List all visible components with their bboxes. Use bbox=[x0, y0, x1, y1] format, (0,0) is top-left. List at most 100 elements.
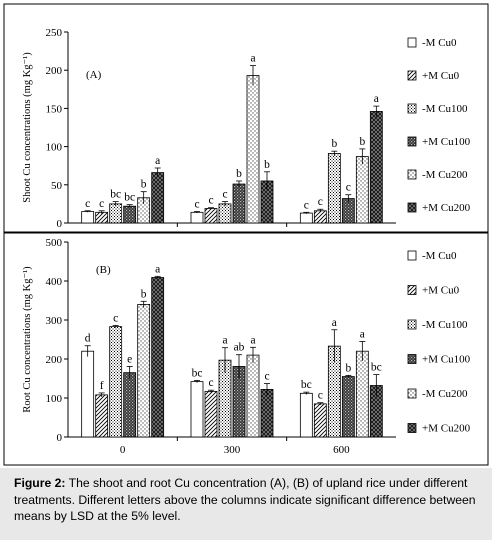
x-tick-label: 300 bbox=[224, 444, 241, 456]
legend-label: +M Cu100 bbox=[422, 136, 471, 148]
bar bbox=[190, 381, 204, 438]
bar bbox=[246, 354, 260, 438]
significance-letter: bc bbox=[110, 189, 121, 201]
bar bbox=[81, 211, 95, 224]
bar bbox=[123, 205, 137, 224]
significance-letter: b bbox=[359, 136, 365, 148]
bar bbox=[313, 403, 327, 438]
panel-label: (B) bbox=[96, 264, 111, 276]
significance-letter: d bbox=[85, 333, 91, 345]
significance-letter: c bbox=[99, 198, 104, 210]
legend-swatch bbox=[407, 103, 417, 114]
significance-letter: c bbox=[318, 196, 323, 208]
significance-letter: bc bbox=[124, 192, 135, 204]
chart-panel-b: 0 100 200 300 400 500 Root Cu concentrations (… bbox=[3, 232, 489, 466]
legend-label: +M Cu200 bbox=[422, 423, 471, 435]
bar bbox=[299, 212, 313, 224]
significance-letter: b bbox=[345, 362, 351, 374]
significance-letter: b bbox=[264, 159, 270, 171]
legend-swatch bbox=[407, 136, 417, 147]
significance-letter: a bbox=[374, 93, 379, 105]
legend-swatch bbox=[407, 285, 417, 295]
legend-swatch bbox=[407, 354, 417, 364]
caption-label: Figure 2: bbox=[14, 476, 66, 490]
y-axis-label: Root Cu concentrations (mg Kg⁻¹) bbox=[22, 266, 33, 413]
legend-swatch bbox=[407, 250, 417, 261]
x-tick-label: 600 bbox=[333, 444, 350, 456]
bar bbox=[369, 111, 383, 224]
significance-letter: b bbox=[141, 179, 147, 191]
legend-swatch bbox=[407, 202, 417, 213]
y-tick-label: 200 bbox=[46, 354, 63, 366]
bar bbox=[151, 277, 165, 438]
legend-label: -M Cu100 bbox=[422, 103, 468, 115]
significance-letter: b bbox=[141, 288, 147, 300]
legend-swatch bbox=[407, 37, 417, 48]
significance-letter: b bbox=[236, 168, 242, 180]
bar bbox=[260, 389, 274, 438]
legend-label: -M Cu0 bbox=[422, 37, 457, 49]
bar bbox=[137, 303, 151, 438]
bar bbox=[190, 211, 204, 224]
bar bbox=[218, 203, 232, 224]
significance-letter: ab bbox=[234, 342, 245, 354]
bar bbox=[204, 390, 218, 438]
legend-label: -M Cu200 bbox=[422, 388, 468, 400]
y-tick-label: 100 bbox=[46, 393, 63, 405]
significance-letter: a bbox=[155, 263, 160, 275]
legend-label: +M Cu200 bbox=[422, 202, 471, 214]
y-tick-label: 200 bbox=[46, 65, 63, 77]
significance-letter: a bbox=[360, 328, 365, 340]
bar bbox=[109, 326, 123, 438]
panel-label: (A) bbox=[86, 69, 102, 81]
caption-text: The shoot and root Cu concentration (A),… bbox=[14, 476, 476, 523]
significance-letter: c bbox=[85, 198, 90, 210]
significance-letter: a bbox=[250, 53, 255, 65]
bar bbox=[151, 172, 165, 224]
significance-letter: a bbox=[222, 335, 227, 347]
bar bbox=[355, 350, 369, 438]
bar bbox=[299, 392, 313, 438]
significance-letter: c bbox=[208, 195, 213, 207]
y-axis-label: Shoot Cu concentrations (mg Kg⁻¹) bbox=[22, 52, 33, 203]
legend-label: -M Cu100 bbox=[422, 319, 468, 331]
significance-letter: c bbox=[318, 390, 323, 402]
legend-swatch bbox=[407, 423, 417, 433]
legend-label: +M Cu0 bbox=[422, 285, 460, 297]
significance-letter: e bbox=[127, 353, 132, 365]
significance-letter: c bbox=[208, 377, 213, 389]
y-tick-label: 0 bbox=[57, 218, 63, 230]
legend-swatch bbox=[407, 169, 417, 180]
legend-label: +M Cu100 bbox=[422, 354, 471, 366]
figure-caption: Figure 2: The shoot and root Cu concentr… bbox=[0, 468, 492, 540]
legend-label: -M Cu0 bbox=[422, 250, 457, 262]
significance-letter: bc bbox=[371, 362, 382, 374]
bar bbox=[95, 211, 109, 224]
significance-letter: c bbox=[304, 199, 309, 211]
significance-letter: c bbox=[194, 199, 199, 211]
legend-swatch bbox=[407, 388, 417, 399]
legend-swatch bbox=[407, 319, 417, 330]
panel-frame bbox=[3, 232, 489, 466]
chart-panel-a: 0 50 100 150 200 250 Shoot Cu concentrations (… bbox=[3, 3, 489, 233]
significance-letter: bc bbox=[192, 367, 203, 379]
y-tick-label: 50 bbox=[51, 180, 63, 192]
significance-letter: c bbox=[264, 371, 269, 383]
bar bbox=[204, 208, 218, 224]
significance-letter: c bbox=[222, 189, 227, 201]
bar bbox=[95, 394, 109, 438]
panel-frame bbox=[3, 3, 489, 233]
bar bbox=[313, 210, 327, 224]
significance-letter: f bbox=[100, 380, 104, 392]
y-tick-label: 500 bbox=[46, 237, 63, 249]
y-tick-label: 150 bbox=[46, 103, 63, 115]
bar bbox=[81, 350, 95, 438]
y-tick-label: 0 bbox=[57, 432, 63, 444]
bar bbox=[341, 376, 355, 438]
bar bbox=[327, 153, 341, 224]
bar bbox=[355, 156, 369, 224]
significance-letter: a bbox=[250, 334, 255, 346]
y-tick-label: 300 bbox=[46, 315, 63, 327]
bar bbox=[232, 183, 246, 224]
